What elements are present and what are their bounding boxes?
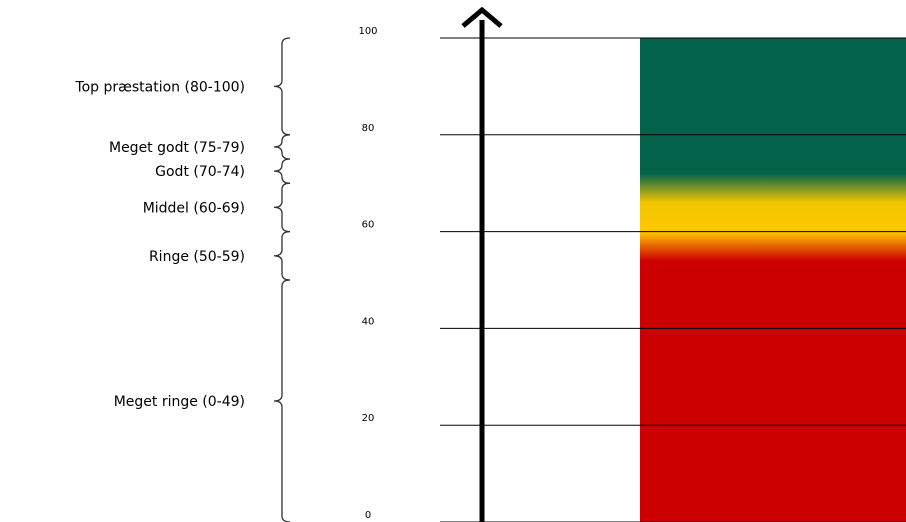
- brace-5: [273, 279, 291, 522]
- tick-label-20: 20: [362, 413, 375, 424]
- category-labels: Top præstation (80-100) Meget godt (75-79…: [74, 79, 245, 410]
- tick-label-0: 0: [365, 510, 371, 521]
- tick-label-80: 80: [362, 123, 375, 134]
- category-label-5: Meget ringe (0-49): [114, 394, 245, 410]
- tick-label-40: 40: [362, 316, 375, 327]
- brace-2: [273, 158, 291, 184]
- brace-3: [273, 182, 291, 233]
- category-label-2: Godt (70-74): [155, 164, 245, 180]
- vertical-axis: [461, 6, 503, 522]
- color-scale-bar: [640, 38, 906, 522]
- tick-label-100: 100: [358, 26, 377, 37]
- category-label-1: Meget godt (75-79): [109, 140, 245, 156]
- brace-0: [273, 37, 291, 136]
- brace-4: [273, 230, 291, 281]
- axis-arrowhead-icon: [461, 6, 503, 28]
- tick-label-60: 60: [362, 220, 375, 231]
- tick-labels: 0 20 40 60 80 100: [358, 26, 377, 521]
- gridlines: [440, 37, 906, 522]
- brace-1: [273, 134, 291, 160]
- category-label-3: Middel (60-69): [143, 200, 245, 216]
- category-braces: [273, 37, 291, 522]
- category-label-4: Ringe (50-59): [149, 249, 245, 265]
- category-label-0: Top præstation (80-100): [74, 79, 245, 95]
